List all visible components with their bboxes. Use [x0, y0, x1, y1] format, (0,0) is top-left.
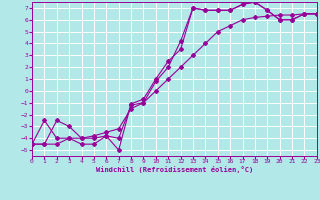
X-axis label: Windchill (Refroidissement éolien,°C): Windchill (Refroidissement éolien,°C)	[96, 166, 253, 173]
